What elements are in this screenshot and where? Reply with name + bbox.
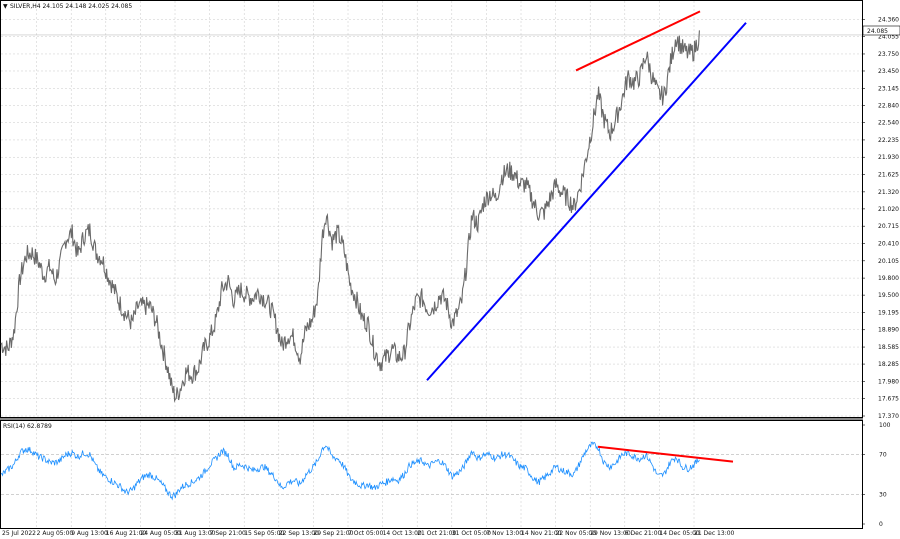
- series: [0, 30, 700, 501]
- price-tick-label: 20.715: [878, 223, 899, 230]
- price-tick-label: 17.370: [878, 413, 899, 420]
- rsi-panel[interactable]: [0, 420, 863, 529]
- down-arrow-icon: ▼: [3, 3, 8, 10]
- price-tick-label: 21.625: [878, 172, 899, 179]
- x-tick-label: 7 Oct 05:00: [348, 530, 383, 537]
- axes: 24.360 24.055 23.750 23.450 23.145 22.840 22.5…: [2, 16, 899, 537]
- rsi-tick-label: 30: [879, 491, 887, 498]
- price-tick-label: 20.105: [878, 258, 899, 265]
- x-tick-label: 6 Dec 21:00: [625, 530, 662, 537]
- price-tick-label: 21.930: [878, 154, 899, 161]
- current-price-tag: [862, 25, 900, 36]
- x-tick-label: 14 Nov 21:00: [521, 530, 562, 537]
- grid: [1, 1, 862, 528]
- current-price-label: 24.085: [867, 28, 888, 35]
- rsi-tick-label: 100: [879, 422, 891, 429]
- price-tick-label: 18.890: [878, 327, 899, 334]
- annotations: [426, 10, 747, 463]
- price-tick-label: 22.840: [878, 103, 899, 110]
- x-tick-label: 7 Sep 21:00: [210, 530, 246, 537]
- price-tick-label: 24.055: [878, 34, 899, 41]
- price-tick-label: 20.410: [878, 240, 899, 247]
- rsi-tick-label: 0: [879, 521, 883, 528]
- price-tick-label: 19.500: [878, 292, 899, 299]
- price-series: [0, 30, 700, 403]
- price-tick-label: 21.320: [878, 189, 899, 196]
- x-tick-label: 31 Aug 13:00: [175, 530, 216, 537]
- x-tick-label: 21 Dec 13:00: [694, 530, 735, 537]
- x-tick-label: 22 Sep 13:00: [279, 530, 319, 537]
- x-tick-label: 25 Jul 2022: [2, 530, 36, 537]
- x-tick-label: 24 Aug 05:00: [140, 530, 181, 537]
- price-tick-label: 19.195: [878, 309, 899, 316]
- x-tick-label: 9 Aug 13:00: [71, 530, 108, 537]
- price-tick-label: 18.585: [878, 344, 899, 351]
- price-tick-label: 19.800: [878, 275, 899, 282]
- x-tick-label: 2 Aug 05:00: [37, 530, 74, 537]
- price-tick-label: 24.360: [878, 16, 899, 23]
- price-tick-label: 23.450: [878, 68, 899, 75]
- rsi-divergence-line: [597, 445, 734, 463]
- x-tick-label: 31 Oct 05:00: [452, 530, 491, 537]
- price-resistance-line: [575, 10, 701, 72]
- x-tick-label: 29 Sep 21:00: [313, 530, 353, 537]
- price-tick-label: 22.235: [878, 137, 899, 144]
- x-tick-label: 16 Aug 21:00: [106, 530, 147, 537]
- x-tick-label: 14 Dec 05:00: [659, 530, 700, 537]
- price-tick-label: 23.750: [878, 51, 899, 58]
- x-tick-label: 29 Nov 13:00: [590, 530, 631, 537]
- x-tick-label: 15 Sep 05:00: [244, 530, 284, 537]
- rsi-series: [0, 441, 700, 501]
- rsi-tick-label: 70: [879, 452, 887, 459]
- price-tick-label: 22.540: [878, 120, 899, 127]
- price-tick-label: 18.285: [878, 361, 899, 368]
- x-tick-label: 14 Oct 13:00: [383, 530, 422, 537]
- price-support-line: [426, 22, 747, 381]
- price-tick-label: 23.145: [878, 85, 899, 92]
- price-tick-label: 17.675: [878, 396, 899, 403]
- price-tick-label: 17.980: [878, 378, 899, 385]
- rsi-label: RSI(14) 62.8789: [3, 423, 52, 430]
- symbol-header: SILVER,H4 24.105 24.148 24.025 24.085: [10, 3, 132, 10]
- x-tick-label: 22 Nov 05:00: [556, 530, 597, 537]
- price-tick-label: 21.020: [878, 206, 899, 213]
- x-tick-label: 7 Nov 13:00: [486, 530, 523, 537]
- x-tick-label: 21 Oct 21:00: [417, 530, 456, 537]
